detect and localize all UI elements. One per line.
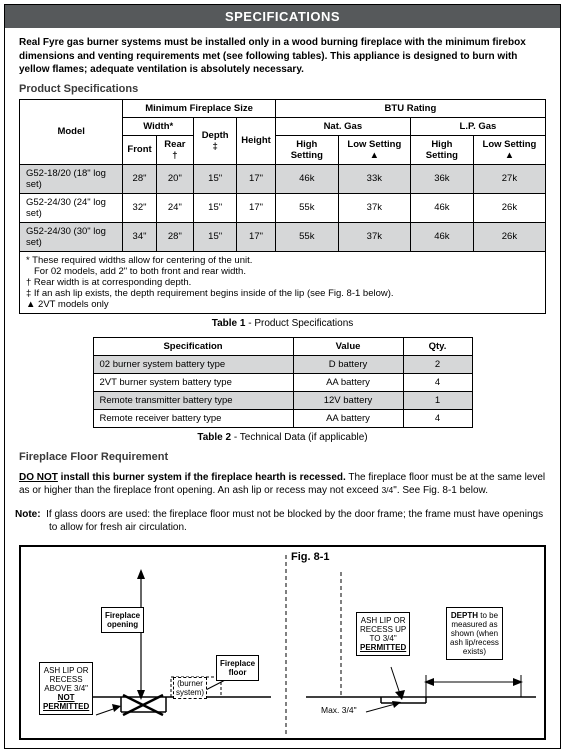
col-natgas: Nat. Gas — [275, 117, 410, 135]
page-container: SPECIFICATIONS Real Fyre gas burner syst… — [4, 4, 561, 749]
table2-caption: Table 2 - Technical Data (if applicable) — [5, 428, 560, 451]
col-value: Value — [293, 337, 403, 355]
intro-paragraph: Real Fyre gas burner systems must be ins… — [5, 28, 560, 77]
label-fireplace-floor: Fireplacefloor — [216, 655, 259, 681]
table-row: 02 burner system battery typeD battery2 — [93, 355, 472, 373]
table-row: 2VT burner system battery typeAA battery… — [93, 373, 472, 391]
col-model: Model — [20, 99, 123, 164]
col-min-fireplace: Minimum Fireplace Size — [123, 99, 275, 117]
table-row: Remote transmitter battery type12V batte… — [93, 391, 472, 409]
col-low-lp: Low Setting ▲ — [473, 135, 545, 164]
table1-caption: Table 1 - Product Specifications — [5, 314, 560, 337]
table-product-specifications: Model Minimum Fireplace Size BTU Rating … — [19, 99, 546, 314]
specifications-header: SPECIFICATIONS — [5, 5, 560, 28]
floor-requirement-title: Fireplace Floor Requirement — [5, 451, 560, 467]
table-row: Remote receiver battery typeAA battery4 — [93, 409, 472, 427]
product-spec-title: Product Specifications — [5, 77, 560, 99]
col-width: Width* — [123, 117, 194, 135]
table-row: G52-24/30 (30" log set)34"28"15"17"55k37… — [20, 222, 546, 251]
col-btu: BTU Rating — [275, 99, 545, 117]
col-high-lp: High Setting — [410, 135, 473, 164]
col-qty: Qty. — [403, 337, 472, 355]
col-lpgas: L.P. Gas — [410, 117, 545, 135]
label-fireplace-opening: Fireplaceopening — [101, 607, 144, 633]
floor-requirement-text: DO NOT install this burner system if the… — [5, 467, 560, 504]
label-burner-system: (burnersystem) — [173, 677, 207, 699]
col-specification: Specification — [93, 337, 293, 355]
table-technical-data: Specification Value Qty. 02 burner syste… — [93, 337, 473, 428]
col-low-nat: Low Setting ▲ — [338, 135, 410, 164]
col-height: Height — [237, 117, 276, 164]
col-rear: Rear † — [156, 135, 193, 164]
col-depth: Depth ‡ — [194, 117, 237, 164]
table-row: G52-18/20 (18" log set)28"20"15"17"46k33… — [20, 164, 546, 193]
label-not-permitted: ASH LIP OR RECESS ABOVE 3/4" NOT PERMITT… — [39, 662, 93, 716]
col-front: Front — [123, 135, 156, 164]
table1-footnotes: * These required widths allow for center… — [20, 251, 546, 313]
figure-8-1: Fig. 8-1 — [19, 545, 546, 740]
glass-doors-note: Note: If glass doors are used: the firep… — [5, 504, 560, 541]
label-depth: DEPTH to be measured as shown (when ash … — [446, 607, 503, 661]
label-permitted: ASH LIP OR RECESS UP TO 3/4" PERMITTED — [356, 612, 410, 657]
col-high-nat: High Setting — [275, 135, 338, 164]
table-row: G52-24/30 (24" log set)32"24"15"17"55k37… — [20, 193, 546, 222]
label-max: Max. 3/4" — [321, 705, 357, 715]
